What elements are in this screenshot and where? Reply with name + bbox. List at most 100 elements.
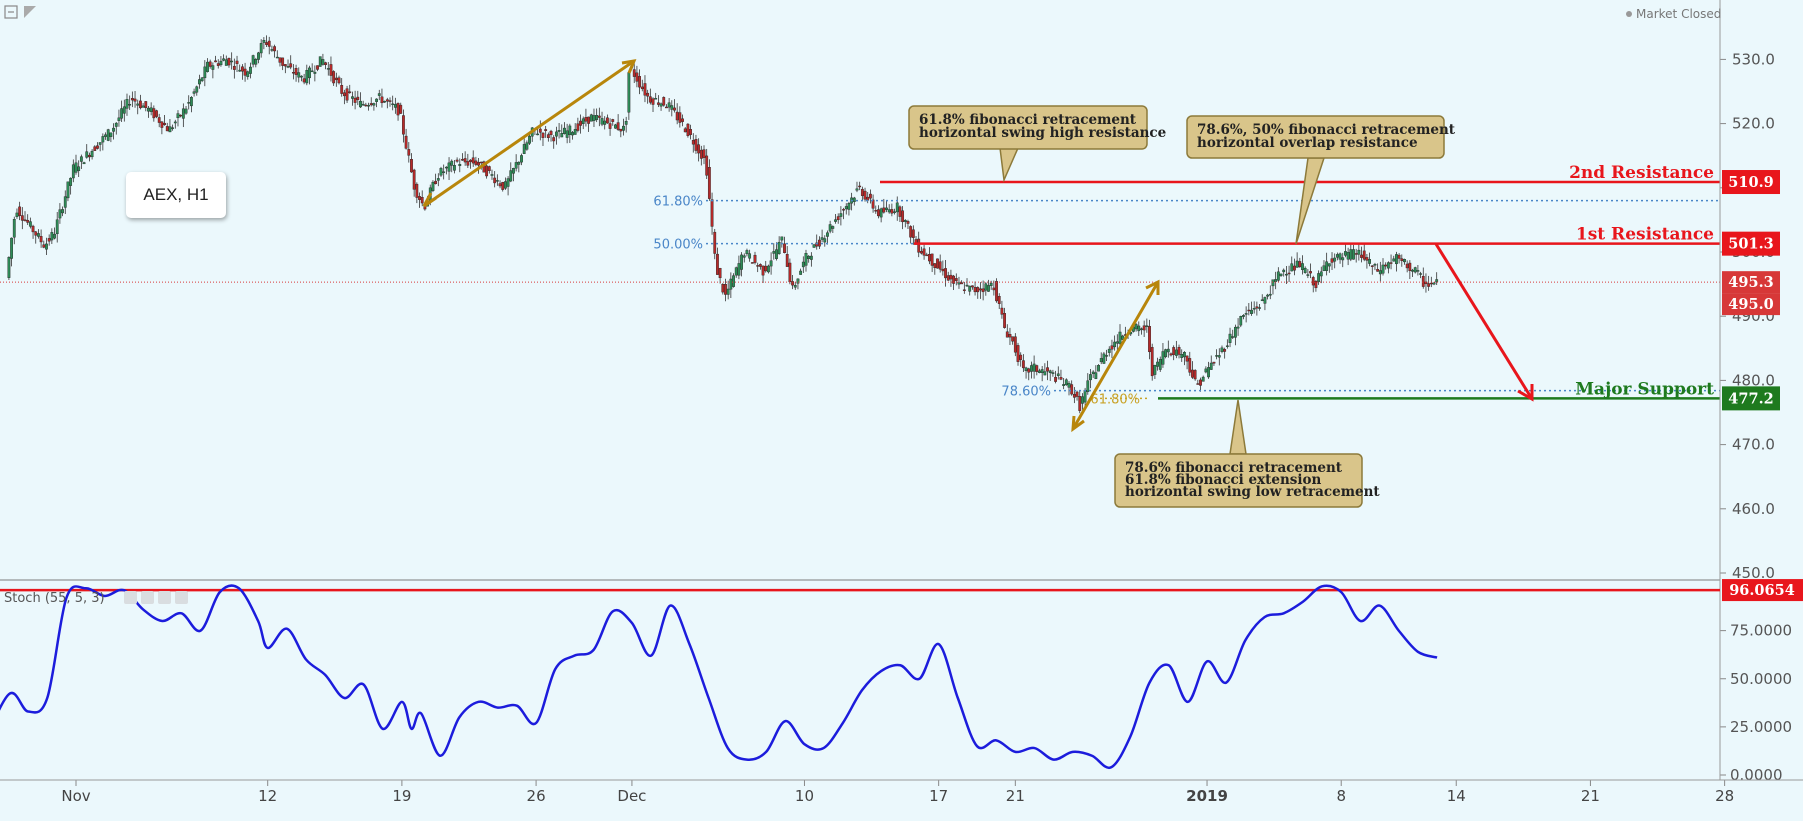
candle-body [359,100,362,108]
candle-body [520,155,523,163]
candle-body [938,261,942,270]
candle-body [1231,336,1235,338]
candle-body [238,69,242,72]
candle-body [525,142,529,150]
arrow-icon[interactable] [24,6,36,18]
candle-body [716,253,719,275]
candle-body [281,57,285,66]
candle-body [313,71,317,74]
candle-body [1395,254,1398,265]
candle-body [1064,379,1068,386]
time-axis-label: 21 [1006,787,1025,805]
candle-body [1193,370,1197,380]
candle-body [219,60,223,66]
annotation-line: horizontal overlap resistance [1197,135,1418,151]
candle-body [635,72,639,82]
candle-body [469,159,472,162]
candle-body [592,115,596,121]
candle-body [133,98,137,102]
candle-body [18,206,22,216]
candle-body [1024,367,1028,372]
candle-body [1148,326,1151,353]
collapse-icon[interactable] [4,5,18,19]
candle-body [47,238,51,242]
candle-body [1303,267,1307,273]
candle-body [780,236,784,241]
candle-body [246,71,250,77]
candle-body [936,258,939,269]
settings-icon[interactable] [141,591,154,604]
annotation-overlap-resistance[interactable]: 78.6%, 50% fibonacci retracement horizon… [1186,115,1456,245]
candle-body [112,127,115,132]
candle-body [1368,259,1371,264]
candle-body [1239,316,1243,326]
eye-icon[interactable] [124,591,137,604]
level-price-tag-text: 501.3 [1728,236,1773,253]
candle-body [1276,271,1280,281]
pane-toolbar[interactable] [4,5,36,19]
candle-body [992,287,996,291]
candle-body [1357,249,1361,255]
candle-body [809,255,813,260]
candle-body [954,278,958,281]
candle-body [1094,372,1098,379]
annotation-major-support[interactable]: 78.6% fibonacci retracement 61.8% fibona… [1114,399,1380,508]
candle-body [262,40,266,43]
candle-body [1070,384,1074,395]
candle-body [549,130,553,136]
candle-body [1381,264,1385,274]
candle-body [1043,371,1047,376]
candle-body [748,253,752,259]
candle-body [224,59,228,66]
candle-body [1038,370,1041,373]
candle-body [707,167,711,199]
candle-body [291,72,295,74]
candle-body [1225,345,1229,347]
candle-body [1091,371,1095,374]
candle-body [831,226,835,229]
candle-body [737,263,741,276]
candle-body [20,215,24,221]
candle-body [1397,254,1401,259]
candle-body [648,96,652,103]
candle-body [1185,355,1189,362]
candle-body [1180,354,1184,358]
candle-body [439,168,443,176]
candle-body [1188,358,1192,373]
candle-body [1011,336,1015,342]
oscillator-controls[interactable] [124,591,188,604]
candle-body [130,98,134,101]
candle-body [463,158,467,163]
candle-body [981,288,985,293]
annotation-swing-high[interactable]: 61.8% fibonacci retracement horizontal s… [908,105,1166,183]
candle-body [1081,396,1084,404]
candle-body [673,107,676,111]
candle-body [560,133,564,138]
candle-body [444,166,448,169]
candle-body [976,287,980,293]
time-axis-label: 19 [392,787,411,805]
candle-body [665,106,668,109]
candle-body [1319,271,1323,277]
candle-body [1365,257,1369,261]
close-icon[interactable] [175,591,188,604]
candle-body [662,97,666,106]
candle-body [1335,254,1339,258]
candle-body [453,165,456,171]
candle-body [265,42,268,45]
candle-body [1021,360,1025,369]
oscillator-title: Stoch (55, 5, 3) [4,591,105,606]
candle-body [1403,259,1406,263]
add-icon[interactable] [158,591,171,604]
candle-body [807,255,811,259]
candle-body [791,281,794,286]
candle-body [1156,361,1159,367]
candle-body [415,183,419,198]
candle-body [812,244,816,248]
status-dot-icon [1626,11,1632,17]
candle-body [877,209,880,217]
candle-body [1244,313,1248,315]
candle-body [305,70,309,84]
candle-body [949,274,953,280]
